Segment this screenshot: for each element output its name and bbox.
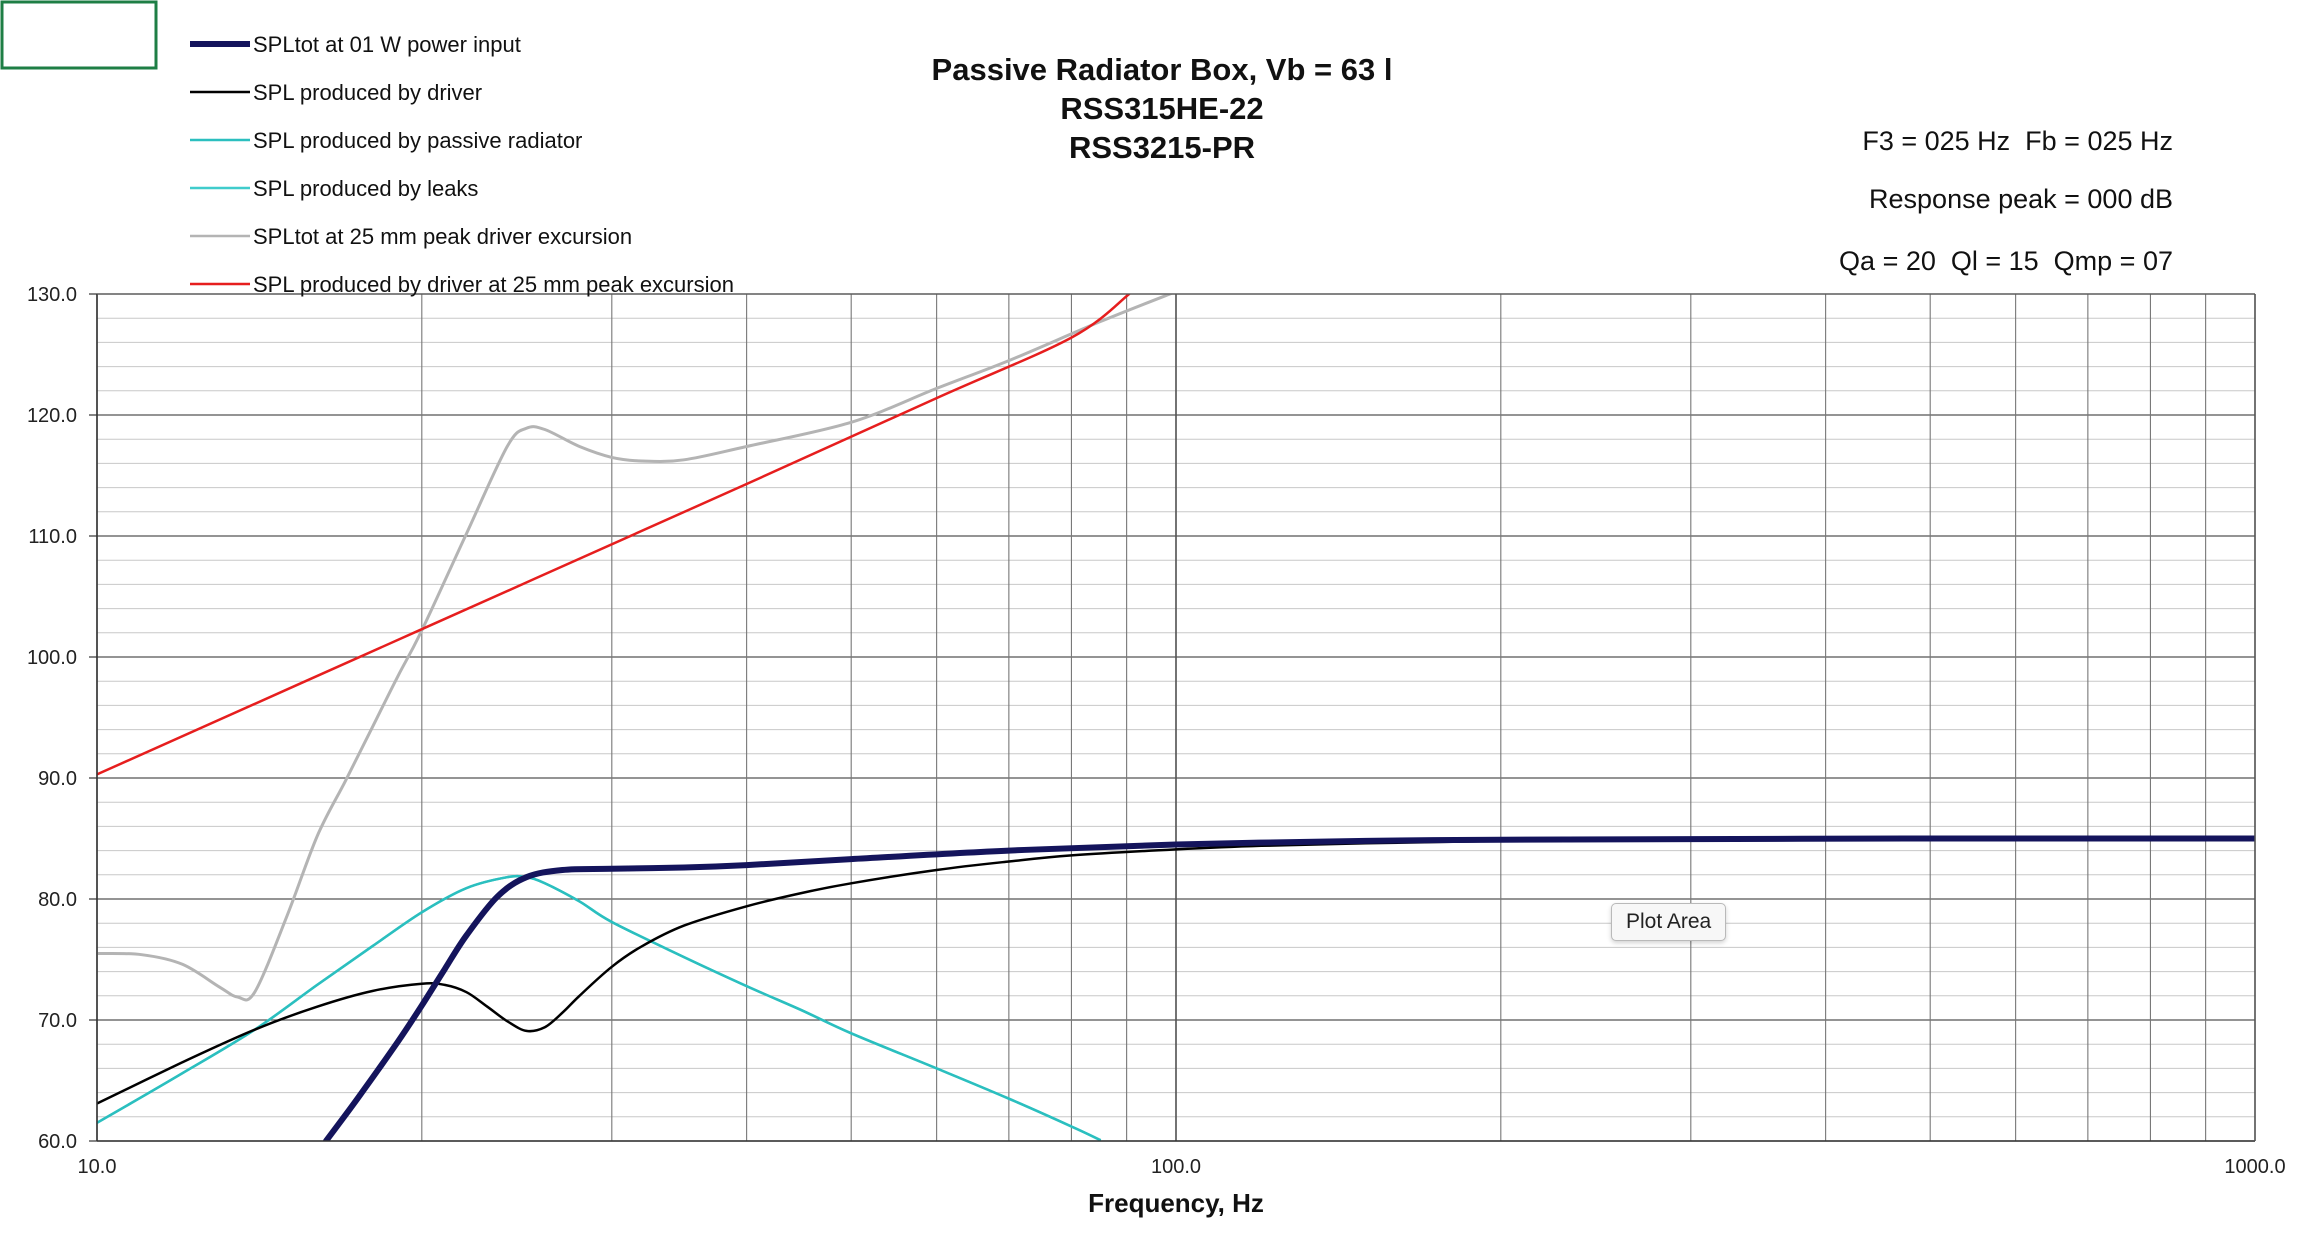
legend-label: SPL produced by driver at 25 mm peak exc…: [253, 272, 734, 297]
plot-area-tooltip: Plot Area: [1611, 903, 1727, 941]
series-line-6: [97, 294, 1131, 776]
chart-title-line: RSS3215-PR: [1069, 130, 1255, 165]
y-tick-label: 120.0: [27, 405, 77, 427]
legend-label: SPL produced by passive radiator: [253, 128, 582, 153]
series-line-1: [323, 835, 2255, 1141]
series-line-5: [97, 294, 1174, 1002]
legend-label: SPLtot at 25 mm peak driver excursion: [253, 224, 632, 249]
y-tick-label: 100.0: [27, 647, 77, 669]
y-tick-label: 80.0: [38, 889, 77, 911]
legend: SPLtot at 01 W power input SPL produced b…: [190, 32, 734, 297]
y-tick-label: 70.0: [38, 1010, 77, 1032]
chart-title-line: Passive Radiator Box, Vb = 63 l: [932, 52, 1393, 87]
axis-layer: 60.0 70.0 80.0 90.0 100.0 110.0 120.0 130.0 10.0…: [27, 284, 2286, 1178]
series-layer: [97, 294, 2255, 1141]
legend-label: SPLtot at 01 W power input: [253, 32, 521, 57]
annotation-text: Qa = 20 Ql = 15 Qmp = 07: [1839, 246, 2173, 276]
annotation-text: Response peak = 000 dB: [1869, 184, 2173, 214]
series-line-3: [97, 874, 1102, 1141]
y-tick-label: 110.0: [28, 526, 77, 548]
x-axis-label: Frequency, Hz: [1088, 1188, 1264, 1218]
x-tick-label: 1000.0: [2224, 1156, 2285, 1178]
y-tick-label: 130.0: [27, 284, 77, 306]
x-tick-label: 10.0: [78, 1156, 117, 1178]
text-layer: Passive Radiator Box, Vb = 63 l RSS315HE-…: [932, 52, 2173, 1218]
legend-label: SPL produced by leaks: [253, 176, 478, 201]
x-tick-label: 100.0: [1151, 1156, 1201, 1178]
chart-title-line: RSS315HE-22: [1060, 91, 1263, 126]
y-tick-label: 90.0: [38, 768, 77, 790]
cell-selection-box: [0, 0, 158, 70]
y-tick-label: 60.0: [38, 1131, 77, 1153]
annotation-text: F3 = 025 Hz Fb = 025 Hz: [1862, 126, 2173, 156]
legend-label: SPL produced by driver: [253, 80, 482, 105]
